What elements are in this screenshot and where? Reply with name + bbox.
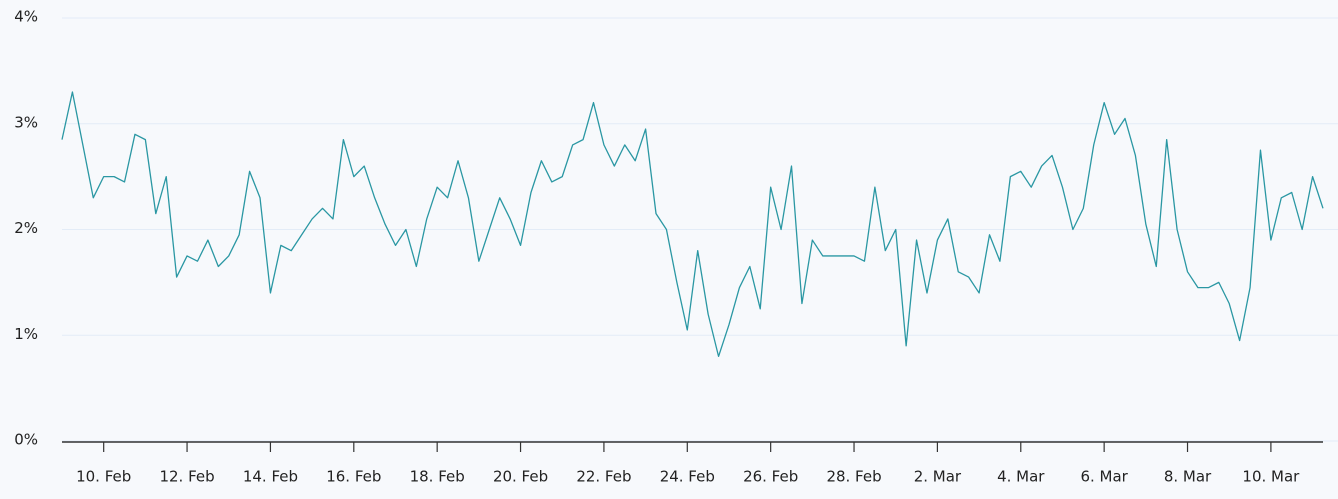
x-tick-label: 24. Feb — [660, 468, 715, 486]
x-tick-label: 20. Feb — [493, 468, 548, 486]
x-tick-label: 16. Feb — [326, 468, 381, 486]
x-tick-label: 26. Feb — [743, 468, 798, 486]
x-tick-label: 22. Feb — [576, 468, 631, 486]
x-tick-label: 8. Mar — [1164, 468, 1212, 486]
y-tick-label: 1% — [14, 325, 38, 343]
y-tick-label: 4% — [14, 8, 38, 26]
x-tick-label: 6. Mar — [1080, 468, 1128, 486]
x-tick-label: 10. Feb — [76, 468, 131, 486]
y-tick-label: 3% — [14, 113, 38, 131]
x-tick-label: 18. Feb — [410, 468, 465, 486]
x-tick-label: 14. Feb — [243, 468, 298, 486]
y-tick-label: 2% — [14, 219, 38, 237]
x-tick-label: 12. Feb — [159, 468, 214, 486]
y-tick-label: 0% — [14, 431, 38, 449]
x-tick-label: 28. Feb — [826, 468, 881, 486]
line-series — [61, 91, 1324, 358]
x-tick-label: 4. Mar — [997, 468, 1045, 486]
x-tick-label: 2. Mar — [914, 468, 962, 486]
x-tick-label: 10. Mar — [1242, 468, 1300, 486]
